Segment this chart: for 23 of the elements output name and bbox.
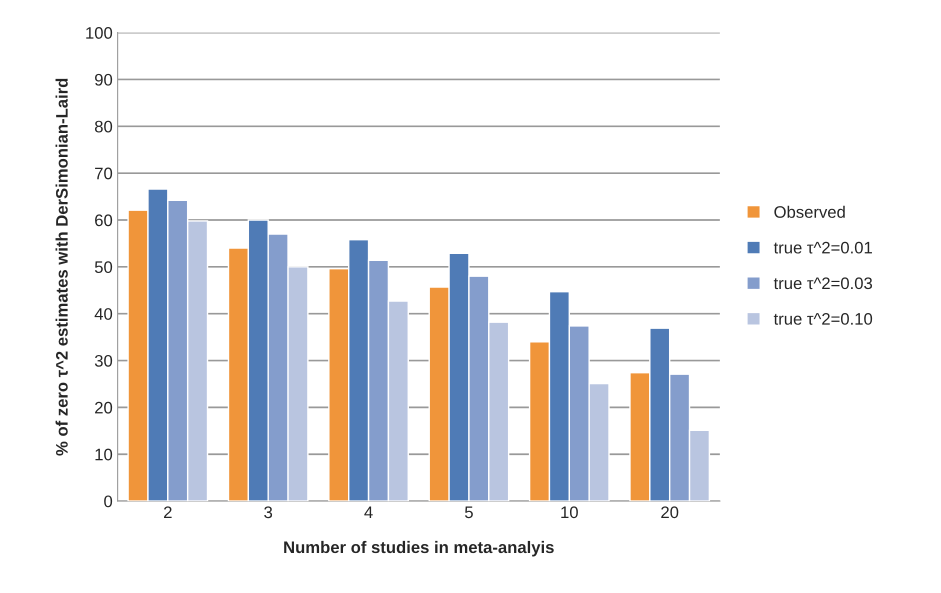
legend-label: true τ^2=0.01 xyxy=(774,242,872,254)
x-tick-label: 20 xyxy=(661,506,678,518)
y-tick-label: 40 xyxy=(94,308,112,320)
legend-label: Observed xyxy=(774,206,845,218)
x-tick-label: 2 xyxy=(164,506,172,518)
y-tick-label: 0 xyxy=(104,495,112,508)
y-axis-title: % of zero τ^2 estimates with DerSimonian-Laird xyxy=(56,78,68,456)
y-tick-label: 100 xyxy=(86,27,112,39)
x-tick-label: 4 xyxy=(364,506,373,518)
x-tick-label: 3 xyxy=(264,506,272,518)
y-tick-label: 30 xyxy=(94,354,112,367)
y-tick-label: 80 xyxy=(94,120,112,133)
y-tick-label: 90 xyxy=(95,74,112,86)
y-tick-label: 50 xyxy=(94,261,112,274)
x-axis-title: Number of studies in meta-analyis xyxy=(284,540,554,556)
x-tick-label: 5 xyxy=(464,506,473,518)
y-tick-label: 10 xyxy=(96,448,112,460)
y-tick-label: 70 xyxy=(95,168,112,180)
x-tick-label: 10 xyxy=(561,506,578,518)
legend-label: true τ^2=0.10 xyxy=(774,313,872,325)
y-tick-label: 20 xyxy=(95,402,112,414)
y-tick-label: 60 xyxy=(95,214,112,226)
legend-label: true τ^2=0.03 xyxy=(774,277,872,290)
